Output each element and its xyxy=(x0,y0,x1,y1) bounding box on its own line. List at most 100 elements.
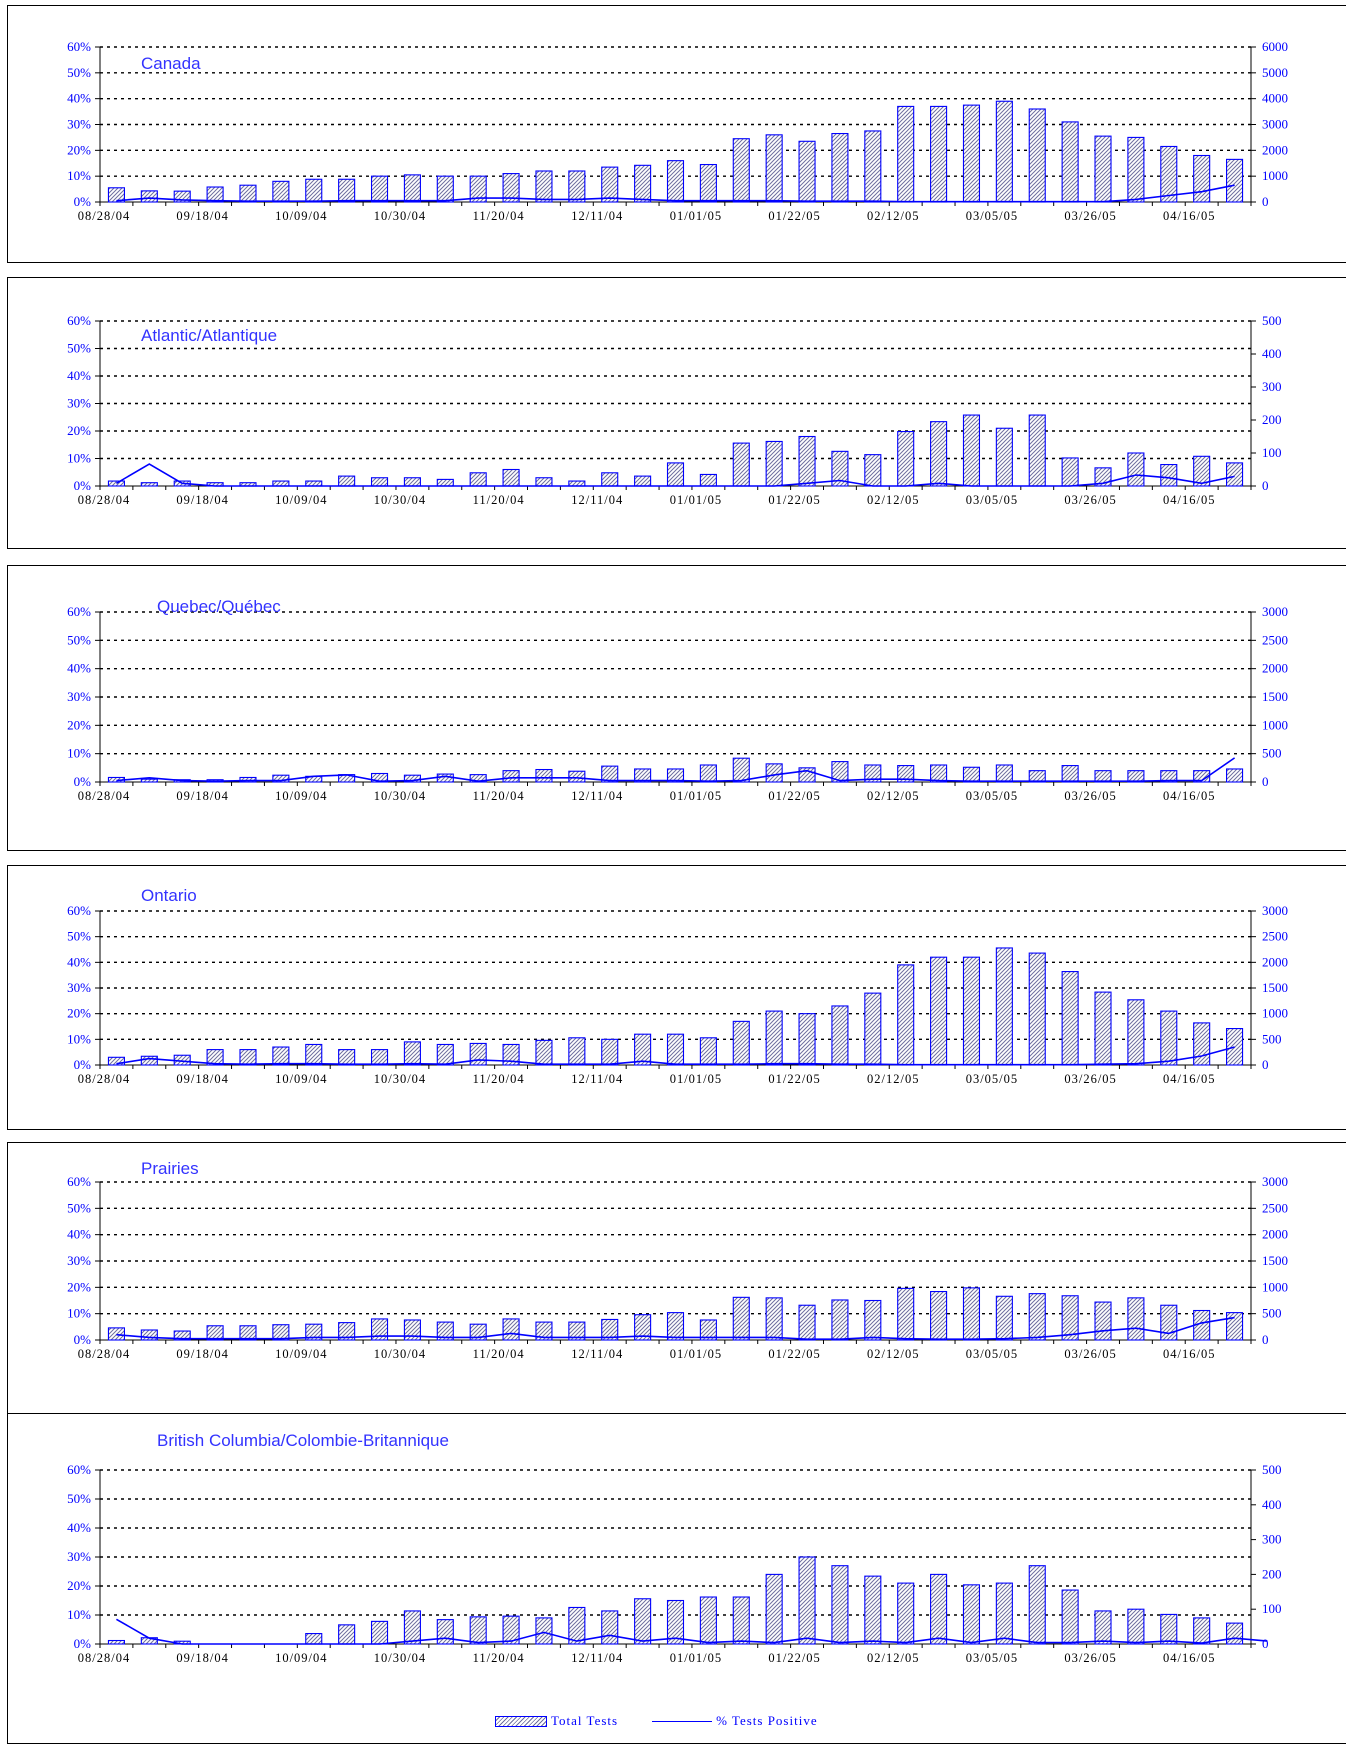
x-tick-label: 02/12/05 xyxy=(867,493,919,507)
total-tests-bar xyxy=(897,1582,915,1645)
total-tests-bar xyxy=(272,1324,290,1341)
x-tick-label: 02/12/05 xyxy=(867,1347,919,1361)
total-tests-bar xyxy=(1226,1028,1244,1066)
total-tests-bar xyxy=(436,773,454,783)
total-tests-bar xyxy=(436,1321,454,1341)
total-tests-bar xyxy=(699,1037,717,1066)
x-tick-label: 11/20/04 xyxy=(473,209,525,223)
x-tick-label: 01/22/05 xyxy=(768,1072,820,1086)
total-tests-bar xyxy=(206,1049,224,1066)
chart-panel: 0% 10% 20% 30% 40% 50% 60% 0 100 200 300 400 500 08/2… xyxy=(7,1413,1346,1744)
total-tests-bar xyxy=(1094,770,1112,783)
total-tests-bar xyxy=(962,414,981,487)
total-tests-bar xyxy=(370,1049,389,1066)
total-tests-bar xyxy=(765,134,783,203)
x-tick-label: 12/11/04 xyxy=(571,209,623,223)
x-tick-label: 09/18/04 xyxy=(176,209,228,223)
y-right-tick-label: 0 xyxy=(1262,194,1269,209)
total-tests-bar xyxy=(666,160,685,203)
x-tick-label: 02/12/05 xyxy=(867,1072,919,1086)
y-left-tick-label: 0% xyxy=(74,1057,92,1072)
y-left-tick-label: 50% xyxy=(67,341,91,356)
total-tests-bar xyxy=(699,473,717,487)
total-tests-bar xyxy=(995,1295,1013,1341)
x-tick-label: 12/11/04 xyxy=(571,1347,623,1361)
total-tests-bar xyxy=(1226,1622,1244,1645)
x-tick-label: 11/20/04 xyxy=(473,1072,525,1086)
total-tests-bar xyxy=(864,764,882,783)
total-tests-bar xyxy=(568,170,586,203)
x-tick-label: 09/18/04 xyxy=(176,1651,228,1665)
total-tests-bar xyxy=(502,1043,520,1066)
total-tests-bar xyxy=(1061,457,1079,487)
total-tests-bar xyxy=(1127,1608,1145,1645)
x-tick-label: 09/18/04 xyxy=(176,789,228,803)
total-tests-bar xyxy=(535,1617,553,1645)
total-tests-bar xyxy=(1193,1617,1211,1645)
y-right-tick-label: 0 xyxy=(1262,774,1269,789)
total-tests-bar xyxy=(239,1325,257,1341)
x-tick-label: 01/22/05 xyxy=(768,493,820,507)
y-right-tick-label: 100 xyxy=(1262,1601,1282,1616)
total-tests-bar xyxy=(1226,1312,1244,1341)
total-tests-bar xyxy=(699,1596,717,1645)
y-left-tick-label: 20% xyxy=(67,423,91,438)
total-tests-bar xyxy=(897,431,915,487)
total-tests-bar xyxy=(469,1616,487,1645)
total-tests-bar xyxy=(1160,464,1178,487)
y-left-tick-label: 60% xyxy=(67,39,91,54)
total-tests-bar xyxy=(469,472,487,487)
chart-svg: 0% 10% 20% 30% 40% 50% 60% 0 1000 2000 3000 4000 500… xyxy=(67,39,1288,223)
y-left-tick-label: 60% xyxy=(67,313,91,328)
total-tests-bar xyxy=(535,1321,553,1341)
legend: Total Tests % Tests Positive xyxy=(495,1712,818,1730)
total-tests-bar xyxy=(338,178,356,203)
total-tests-bar xyxy=(666,1033,685,1066)
x-tick-label: 03/26/05 xyxy=(1064,1072,1116,1086)
total-tests-bar xyxy=(403,1041,421,1066)
y-right-tick-label: 1500 xyxy=(1262,980,1288,995)
y-right-tick-label: 6000 xyxy=(1262,39,1288,54)
chart-title: Canada xyxy=(141,54,201,73)
total-tests-bar xyxy=(140,1329,158,1341)
x-tick-label: 08/28/04 xyxy=(78,789,130,803)
total-tests-bar xyxy=(699,1319,717,1341)
x-tick-label: 01/01/05 xyxy=(670,789,722,803)
total-tests-bar xyxy=(666,462,685,487)
total-tests-bar xyxy=(469,1042,487,1066)
total-tests-bar xyxy=(897,964,915,1066)
total-tests-bar xyxy=(1193,455,1211,487)
y-left-tick-label: 0% xyxy=(74,194,92,209)
total-tests-bar xyxy=(1061,121,1079,203)
total-tests-bar xyxy=(469,1323,487,1341)
total-tests-bar xyxy=(601,166,619,203)
pct-positive-line xyxy=(116,1316,1235,1340)
total-tests-bar xyxy=(995,427,1013,487)
total-tests-bar xyxy=(732,1296,750,1341)
total-tests-bar xyxy=(601,765,619,783)
total-tests-bar xyxy=(930,105,948,203)
y-left-tick-label: 0% xyxy=(74,478,92,493)
x-tick-label: 03/05/05 xyxy=(966,1651,1018,1665)
x-tick-label: 10/09/04 xyxy=(275,1072,327,1086)
total-tests-bar xyxy=(568,1321,586,1341)
total-tests-bar xyxy=(206,186,224,203)
x-tick-label: 01/01/05 xyxy=(670,1072,722,1086)
x-tick-label: 03/26/05 xyxy=(1064,1347,1116,1361)
total-tests-bar xyxy=(831,132,849,203)
total-tests-bar xyxy=(1127,452,1145,487)
total-tests-bar xyxy=(173,1330,191,1341)
y-left-tick-label: 20% xyxy=(67,142,91,157)
total-tests-bar xyxy=(1160,1613,1178,1645)
total-tests-bar xyxy=(995,100,1013,203)
chart-panel: 0% 10% 20% 30% 40% 50% 60% 0 500 1000 1500 2000 2500… xyxy=(7,1142,1346,1414)
total-tests-bar xyxy=(601,1610,619,1645)
total-tests-bar xyxy=(535,768,553,783)
total-tests-bar xyxy=(930,1290,948,1341)
x-tick-label: 10/30/04 xyxy=(374,493,426,507)
total-tests-bar xyxy=(239,776,257,783)
x-tick-label: 03/26/05 xyxy=(1064,493,1116,507)
y-right-tick-label: 200 xyxy=(1262,412,1282,427)
legend-total-tests: Total Tests xyxy=(551,1713,619,1728)
x-tick-label: 04/16/05 xyxy=(1163,1347,1215,1361)
